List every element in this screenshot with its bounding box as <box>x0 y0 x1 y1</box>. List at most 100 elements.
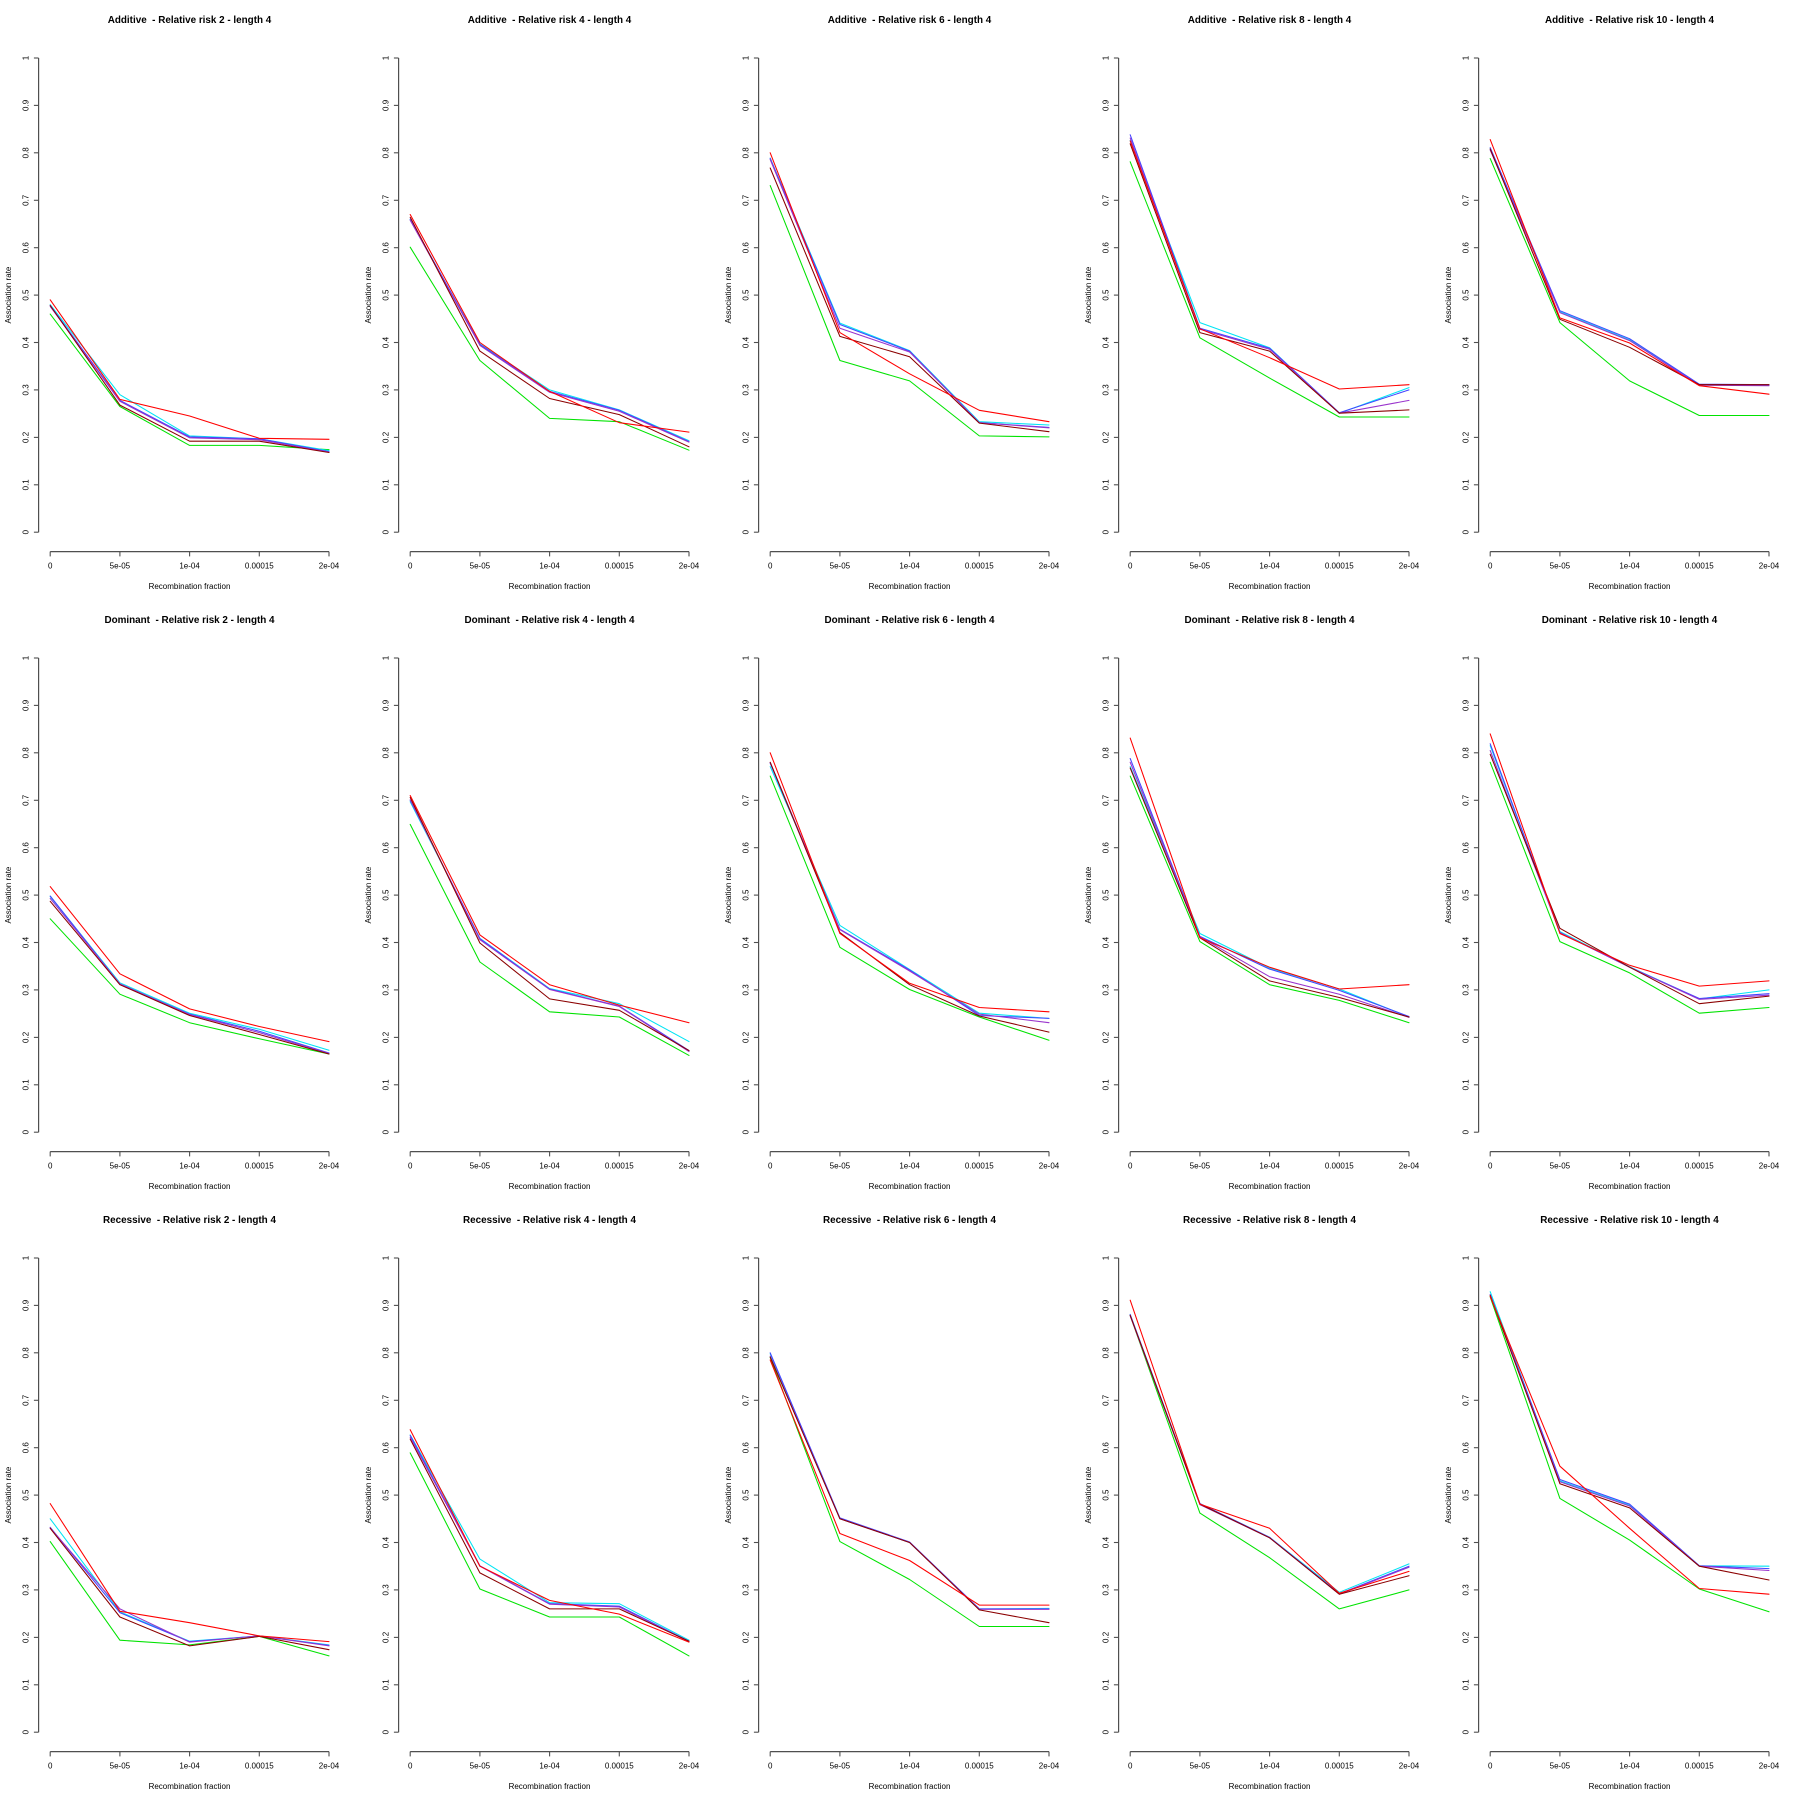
svg-text:0.00015: 0.00015 <box>1325 1762 1354 1771</box>
svg-text:0.4: 0.4 <box>1102 1536 1111 1548</box>
svg-text:0: 0 <box>1128 1162 1133 1171</box>
svg-text:0.3: 0.3 <box>742 1584 751 1596</box>
svg-text:Association rate: Association rate <box>724 266 733 323</box>
svg-text:0: 0 <box>408 1162 413 1171</box>
svg-text:0.5: 0.5 <box>22 289 31 301</box>
svg-text:0.5: 0.5 <box>382 889 391 901</box>
svg-text:0.9: 0.9 <box>22 1299 31 1311</box>
svg-text:0.1: 0.1 <box>22 1079 31 1091</box>
svg-text:Association rate: Association rate <box>364 1466 373 1523</box>
svg-text:Association rate: Association rate <box>1084 1466 1093 1523</box>
svg-text:2e-04: 2e-04 <box>1399 1762 1420 1771</box>
svg-text:0.1: 0.1 <box>1462 479 1471 491</box>
svg-text:1e-04: 1e-04 <box>1259 1162 1280 1171</box>
svg-text:Recombination fraction: Recombination fraction <box>1229 582 1311 591</box>
svg-text:1e-04: 1e-04 <box>899 1162 920 1171</box>
svg-text:0.8: 0.8 <box>382 147 391 159</box>
svg-text:0.8: 0.8 <box>382 747 391 759</box>
svg-text:2e-04: 2e-04 <box>319 1762 340 1771</box>
svg-text:Recessive - Relative risk 2 -: Recessive - Relative risk 2 - length 4 <box>103 1215 276 1226</box>
svg-text:0.5: 0.5 <box>742 289 751 301</box>
svg-text:0: 0 <box>1128 1762 1133 1771</box>
svg-text:0.7: 0.7 <box>1102 194 1111 206</box>
svg-text:2e-04: 2e-04 <box>319 1162 340 1171</box>
svg-text:0.9: 0.9 <box>1102 699 1111 711</box>
svg-text:0.4: 0.4 <box>382 1536 391 1548</box>
svg-text:1: 1 <box>1102 1255 1111 1260</box>
svg-text:0.9: 0.9 <box>382 1299 391 1311</box>
svg-text:0.3: 0.3 <box>1102 1584 1111 1596</box>
svg-text:0.5: 0.5 <box>22 1489 31 1501</box>
svg-text:0: 0 <box>48 1162 53 1171</box>
svg-text:5e-05: 5e-05 <box>1190 562 1211 571</box>
svg-text:0.5: 0.5 <box>1102 289 1111 301</box>
svg-text:0.3: 0.3 <box>1462 1584 1471 1596</box>
svg-text:5e-05: 5e-05 <box>1550 562 1571 571</box>
svg-text:Association rate: Association rate <box>1444 866 1453 923</box>
svg-text:0.9: 0.9 <box>382 699 391 711</box>
svg-text:0.1: 0.1 <box>1462 1679 1471 1691</box>
svg-text:0: 0 <box>768 1162 773 1171</box>
svg-text:Association rate: Association rate <box>4 1466 13 1523</box>
svg-text:2e-04: 2e-04 <box>1399 1162 1420 1171</box>
svg-text:0.9: 0.9 <box>1102 1299 1111 1311</box>
svg-text:0.6: 0.6 <box>1462 842 1471 854</box>
svg-text:2e-04: 2e-04 <box>679 1162 700 1171</box>
svg-text:Recombination fraction: Recombination fraction <box>509 1182 591 1191</box>
svg-text:5e-05: 5e-05 <box>1190 1162 1211 1171</box>
svg-text:0: 0 <box>408 562 413 571</box>
svg-text:Recessive - Relative risk 4 -: Recessive - Relative risk 4 - length 4 <box>463 1215 636 1226</box>
svg-text:5e-05: 5e-05 <box>110 562 131 571</box>
svg-text:0.4: 0.4 <box>1462 336 1471 348</box>
svg-text:5e-05: 5e-05 <box>110 1162 131 1171</box>
svg-text:0.7: 0.7 <box>22 1394 31 1406</box>
svg-text:Recombination fraction: Recombination fraction <box>149 1182 231 1191</box>
svg-text:0.9: 0.9 <box>1462 699 1471 711</box>
svg-text:0.3: 0.3 <box>22 384 31 396</box>
svg-text:0.9: 0.9 <box>22 699 31 711</box>
svg-text:0.2: 0.2 <box>1462 431 1471 443</box>
svg-text:0.2: 0.2 <box>742 1631 751 1643</box>
svg-text:0: 0 <box>382 1729 391 1734</box>
svg-text:0.8: 0.8 <box>22 1347 31 1359</box>
svg-text:Recombination fraction: Recombination fraction <box>869 1182 951 1191</box>
svg-text:2e-04: 2e-04 <box>679 1762 700 1771</box>
svg-text:0.00015: 0.00015 <box>965 1162 994 1171</box>
svg-text:0.6: 0.6 <box>22 1442 31 1454</box>
svg-text:5e-05: 5e-05 <box>470 562 491 571</box>
svg-text:0.3: 0.3 <box>1102 984 1111 996</box>
svg-text:0: 0 <box>1462 1129 1471 1134</box>
svg-text:0.1: 0.1 <box>382 1679 391 1691</box>
svg-text:Recessive - Relative risk 10: Recessive - Relative risk 10 - length 4 <box>1540 1215 1719 1226</box>
svg-text:0.5: 0.5 <box>1462 1489 1471 1501</box>
svg-text:1e-04: 1e-04 <box>899 1762 920 1771</box>
svg-text:0.3: 0.3 <box>382 984 391 996</box>
svg-text:0.4: 0.4 <box>742 936 751 948</box>
svg-text:Association rate: Association rate <box>1444 1466 1453 1523</box>
svg-text:0.8: 0.8 <box>22 147 31 159</box>
svg-text:0.4: 0.4 <box>1102 936 1111 948</box>
svg-text:0.7: 0.7 <box>22 194 31 206</box>
svg-text:1: 1 <box>382 655 391 660</box>
svg-text:5e-05: 5e-05 <box>830 1162 851 1171</box>
svg-text:0.5: 0.5 <box>1462 889 1471 901</box>
svg-text:0.8: 0.8 <box>742 1347 751 1359</box>
svg-text:0.2: 0.2 <box>1102 1031 1111 1043</box>
svg-text:1: 1 <box>1462 55 1471 60</box>
svg-text:0: 0 <box>22 529 31 534</box>
svg-text:0.00015: 0.00015 <box>965 562 994 571</box>
svg-text:2e-04: 2e-04 <box>1039 1762 1060 1771</box>
svg-text:1e-04: 1e-04 <box>1619 1762 1640 1771</box>
svg-text:0.7: 0.7 <box>742 194 751 206</box>
svg-text:0.2: 0.2 <box>1462 1031 1471 1043</box>
svg-text:0.7: 0.7 <box>382 794 391 806</box>
svg-text:0.00015: 0.00015 <box>245 562 274 571</box>
svg-text:0.7: 0.7 <box>1102 1394 1111 1406</box>
svg-text:Association rate: Association rate <box>1444 266 1453 323</box>
svg-text:0.5: 0.5 <box>1102 889 1111 901</box>
svg-text:1e-04: 1e-04 <box>179 1762 200 1771</box>
svg-text:0.7: 0.7 <box>1462 794 1471 806</box>
svg-text:1: 1 <box>22 1255 31 1260</box>
svg-text:0.00015: 0.00015 <box>605 1762 634 1771</box>
svg-text:1e-04: 1e-04 <box>1619 1162 1640 1171</box>
